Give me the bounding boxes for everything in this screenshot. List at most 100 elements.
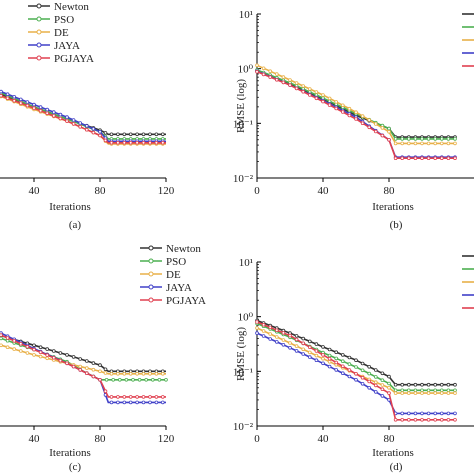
series-point-pgjaya [25, 103, 30, 108]
series-point-pgjaya [446, 417, 451, 422]
series-point-jaya [161, 400, 165, 405]
series-point-pgjaya [122, 141, 127, 145]
series-point-jaya [400, 411, 405, 416]
series-point-pgjaya [255, 69, 259, 74]
series-point-jaya [98, 130, 102, 134]
panel-caption: (b) [390, 219, 403, 231]
series-point-de [393, 141, 398, 146]
series-point-de [32, 353, 36, 357]
series-point-newton [307, 339, 312, 344]
series-point-pgjaya [334, 106, 339, 111]
series-point-pso [144, 377, 149, 382]
series-point-pgjaya [406, 417, 411, 422]
series-point-pgjaya [446, 156, 451, 161]
series-point-pso [400, 388, 405, 393]
series-point-pgjaya [109, 395, 114, 399]
series-point-pgjaya [32, 347, 36, 352]
series-point-pgjaya [5, 96, 10, 100]
series-point-newton [327, 347, 332, 352]
series-point-de [103, 371, 108, 375]
series-point-de [453, 141, 457, 146]
series-point-pgjaya [354, 117, 358, 121]
series-point-de [393, 391, 398, 395]
legend-marker-newton [36, 3, 42, 9]
series-point-pso [387, 126, 391, 131]
series-point-newton [439, 382, 444, 387]
series-point-pgjaya [78, 125, 82, 129]
y-tick-label: 10¹ [239, 257, 253, 269]
series-point-jaya [25, 100, 30, 104]
series-point-newton [135, 132, 139, 137]
series-point-de [85, 366, 89, 370]
series-point-pgjaya [367, 125, 372, 130]
series-point-jaya [347, 374, 352, 379]
series-point-pso [446, 388, 451, 393]
series-point-pso [334, 356, 339, 361]
panel-caption: (c) [69, 461, 82, 473]
legend-marker-pgjaya [148, 297, 154, 303]
series-point-pgjaya [347, 113, 352, 118]
series-point-newton [85, 359, 89, 363]
panel-caption: (d) [390, 461, 403, 473]
series-point-pgjaya [71, 122, 76, 126]
legend-cropped [462, 255, 474, 309]
series-point-pgjaya [314, 349, 319, 353]
series-point-pgjaya [294, 86, 299, 91]
series-point-de [91, 367, 96, 372]
series-point-jaya [433, 411, 438, 416]
series-point-jaya [321, 361, 325, 366]
series-point-de [360, 114, 365, 118]
series-point-de [327, 96, 332, 101]
legend-label-de: DE [54, 27, 69, 39]
series-point-newton [360, 361, 365, 366]
series-point-de [307, 87, 312, 91]
series-point-pso [118, 377, 122, 382]
series-line-de [256, 64, 455, 145]
series-point-pgjaya [51, 355, 56, 360]
series-point-pso [406, 137, 411, 141]
series-point-pgjaya [347, 368, 352, 372]
series-point-pso [453, 137, 457, 141]
series-point-pso [446, 137, 451, 141]
series-line-pso [0, 92, 166, 140]
series-point-pgjaya [373, 129, 378, 134]
series-point-de [433, 391, 438, 395]
series-point-pgjaya [327, 356, 332, 361]
series-point-pso [433, 388, 438, 393]
series-point-de [446, 141, 451, 146]
series-point-pgjaya [148, 141, 152, 145]
legend-label-jaya: JAYA [54, 40, 80, 52]
legend-label-pgjaya: PGJAYA [54, 53, 94, 65]
series-point-newton [426, 382, 431, 387]
series-point-de [78, 364, 82, 369]
series-point-pso [157, 377, 162, 382]
series-point-pgjaya [387, 138, 391, 142]
series-point-jaya [294, 349, 299, 353]
series-point-jaya [340, 371, 345, 376]
series-point-pso [347, 362, 352, 366]
series-point-jaya [71, 118, 76, 122]
y-tick-label: 10⁻² [233, 421, 254, 433]
series-point-pgjaya [65, 361, 69, 366]
series-point-pgjaya [340, 364, 345, 369]
series-point-de [426, 141, 431, 146]
series-point-pgjaya [274, 78, 279, 82]
series-point-pso [453, 388, 457, 393]
series-point-de [327, 359, 332, 364]
legend-cropped [462, 13, 474, 67]
series-point-pgjaya [340, 110, 345, 114]
series-point-jaya [91, 127, 96, 131]
series-point-de [274, 72, 279, 76]
series-point-pgjaya [453, 417, 457, 422]
series-point-newton [294, 334, 299, 338]
series-point-pgjaya [400, 156, 405, 161]
series-point-de [413, 391, 418, 395]
series-line-pso [256, 69, 455, 140]
series-point-pso [0, 336, 3, 341]
series-point-de [261, 66, 266, 71]
series-point-pgjaya [387, 391, 391, 395]
series-point-pgjaya [281, 80, 286, 85]
series-point-de [433, 141, 438, 146]
series-point-de [400, 391, 405, 395]
series-point-pgjaya [274, 328, 279, 333]
